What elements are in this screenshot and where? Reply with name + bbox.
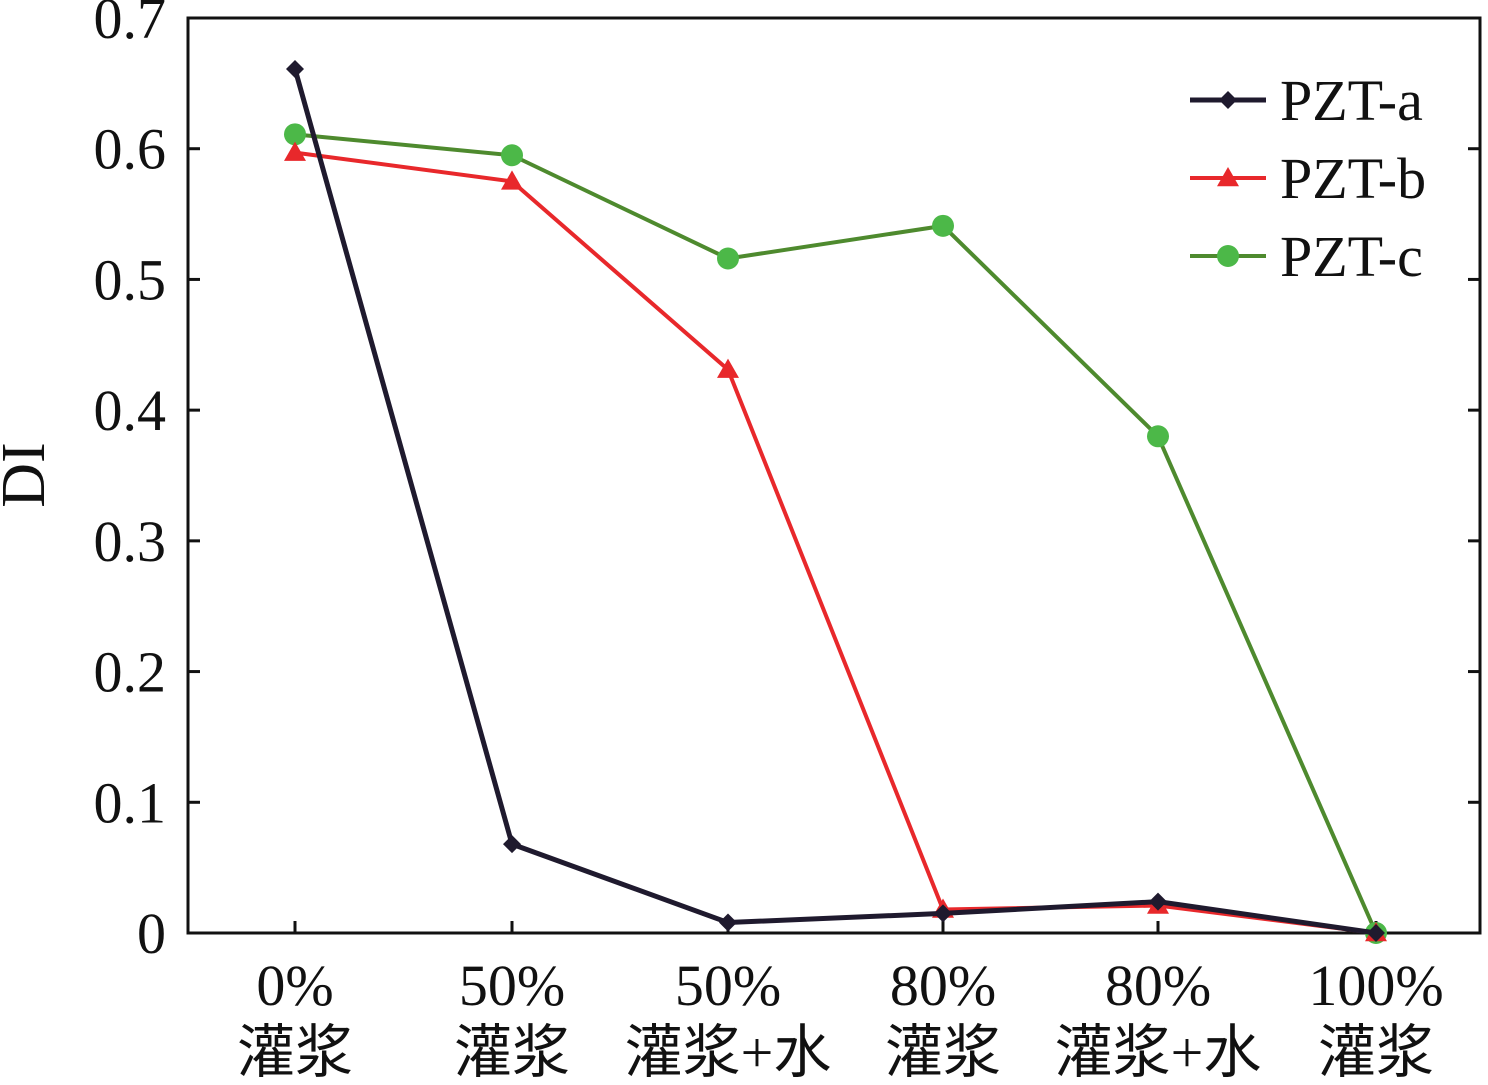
y-tick-label: 0.4 xyxy=(94,378,167,443)
x-tick-label-text: 灌浆 xyxy=(237,1020,353,1085)
data-point-pzt-b xyxy=(284,141,306,161)
series-layer xyxy=(284,59,1387,944)
x-tick-label-text: 灌浆+水 xyxy=(1055,1020,1262,1085)
x-tick-label-value: 50% xyxy=(459,953,565,1018)
legend: PZT-a PZT-b PZT-c xyxy=(1190,68,1426,289)
series-line-pzt-a xyxy=(292,68,1377,936)
legend-label: PZT-a xyxy=(1280,68,1423,133)
y-tick-label: 0.2 xyxy=(94,640,167,705)
series-pzt-c xyxy=(284,123,1387,944)
data-point-pzt-b xyxy=(717,358,739,378)
series-line-pzt-b xyxy=(294,150,1377,935)
data-point-pzt-c xyxy=(717,247,739,270)
data-point-pzt-a xyxy=(934,904,952,923)
legend-marker xyxy=(1217,245,1239,267)
legend-item-pzt-a: PZT-a xyxy=(1190,68,1423,133)
y-tick-label: 0.5 xyxy=(94,247,167,312)
y-tick-label: 0.3 xyxy=(94,509,167,574)
y-tick-label: 0.1 xyxy=(94,770,167,835)
data-point-pzt-a xyxy=(503,835,521,854)
series-line-pzt-c xyxy=(294,132,1378,934)
y-tick-label: 0.6 xyxy=(94,117,167,182)
legend-label: PZT-b xyxy=(1280,146,1426,211)
data-point-pzt-a xyxy=(1367,924,1385,942)
legend-item-pzt-b: PZT-b xyxy=(1190,146,1426,211)
data-point-pzt-a xyxy=(1149,892,1167,911)
legend-marker xyxy=(1219,91,1237,109)
data-point-pzt-c xyxy=(284,123,306,146)
legend-label: PZT-c xyxy=(1280,224,1423,289)
x-tick-label-value: 100% xyxy=(1308,953,1443,1018)
x-tick-label-value: 50% xyxy=(675,953,781,1018)
x-tick-label-value: 80% xyxy=(1105,953,1211,1018)
data-point-pzt-c xyxy=(932,214,954,237)
data-point-pzt-a xyxy=(719,913,737,932)
x-tick-label-value: 0% xyxy=(256,953,333,1018)
data-point-pzt-a xyxy=(286,59,304,78)
x-tick-label-text: 灌浆+水 xyxy=(625,1020,832,1085)
y-axis-title: DI xyxy=(0,442,58,507)
series-pzt-a xyxy=(286,59,1385,942)
data-point-pzt-c xyxy=(501,144,523,167)
y-tick-label: 0.7 xyxy=(94,0,167,51)
x-tick-label-text: 灌浆 xyxy=(1318,1020,1434,1085)
x-tick-label-text: 灌浆 xyxy=(454,1020,570,1085)
legend-item-pzt-c: PZT-c xyxy=(1190,224,1423,289)
plot-frame xyxy=(186,16,1482,935)
x-tick-label-text: 灌浆 xyxy=(885,1020,1001,1085)
y-tick-label: 0 xyxy=(137,901,166,966)
x-tick-label-value: 80% xyxy=(890,953,996,1018)
legend-marker xyxy=(1217,167,1239,187)
data-point-pzt-c xyxy=(1147,425,1169,448)
y-axis: 0 0.1 0.2 0.3 0.4 0.5 0.6 0.7 xyxy=(94,0,1480,966)
data-point-pzt-b xyxy=(501,170,523,190)
